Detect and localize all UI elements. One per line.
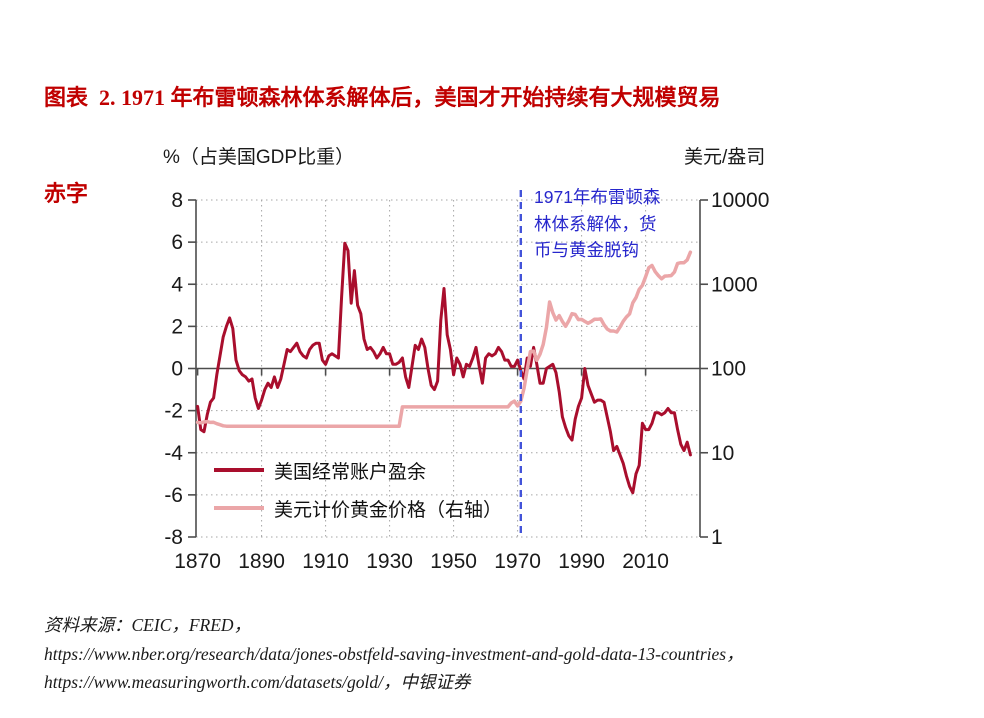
figure-title: 图表 2. 1971 年布雷顿森林体系解体后，美国才开始持续有大规模贸易 赤字 [44,18,946,242]
right-axis-tick-label: 100 [711,358,746,381]
legend-label-current-account: 美国经常账户盈余 [274,461,427,483]
x-axis-tick-label: 2010 [622,550,669,573]
x-axis-tick-label: 1870 [174,550,221,573]
legend-label-gold-price: 美元计价黄金价格（右轴） [274,499,503,521]
current-account-line [196,241,692,495]
x-axis-tick-label: 1930 [366,550,413,573]
gold-price-line [195,250,693,428]
left-axis-tick-label: -8 [164,526,183,549]
left-axis-title: %（占美国GDP比重） [163,147,355,168]
source-line-2: https://www.nber.org/research/data/jones… [44,643,744,664]
left-axis-tick-label: -2 [164,400,183,423]
source-line-1: 资料来源：CEIC，FRED， [44,615,252,635]
right-axis-tick-label: 1000 [711,273,758,296]
annotation-line-2: 林体系解体，货 [534,213,657,234]
left-axis-tick-label: 6 [171,231,183,254]
x-axis-tick-label: 1890 [238,550,285,573]
annotation-text: 1971年布雷顿森 林体系解体，货 币与黄金脱钩 [534,184,718,264]
left-axis-tick-label: -6 [164,484,183,507]
x-axis-tick-label: 1950 [430,550,477,573]
figure-title-line-1: 图表 2. 1971 年布雷顿森林体系解体后，美国才开始持续有大规模贸易 [44,85,721,110]
legend-item-gold-price: 美元计价黄金价格（右轴） [214,495,502,521]
left-axis-tick-label: 2 [171,315,183,338]
gold-price-line-swatch [214,506,264,510]
x-axis-tick-label: 1990 [558,550,605,573]
x-axis-tick-label: 1970 [494,550,541,573]
legend-item-current-account: 美国经常账户盈余 [214,457,426,483]
annotation-line-3: 币与黄金脱钩 [534,240,639,260]
right-axis-tick-label: 1 [711,526,723,549]
figure-title-line-2: 赤字 [44,181,89,206]
right-axis-tick-label: 10 [711,442,734,465]
source-line-3: https://www.measuringworth.com/datasets/… [44,672,471,692]
right-axis-title: 美元/盎司 [684,147,766,168]
left-axis-tick-label: 4 [171,273,183,296]
source-note: 资料来源：CEIC，FRED， https://www.nber.org/res… [44,611,969,697]
x-axis-tick-label: 1910 [302,550,349,573]
right-axis-tick-label: 10000 [711,189,769,212]
current-account-line-swatch [214,468,264,472]
left-axis-tick-label: 0 [171,358,183,381]
left-axis-tick-label: -4 [164,442,183,465]
left-axis-tick-label: 8 [171,189,183,212]
annotation-line-1: 1971年布雷顿森 [534,187,661,207]
